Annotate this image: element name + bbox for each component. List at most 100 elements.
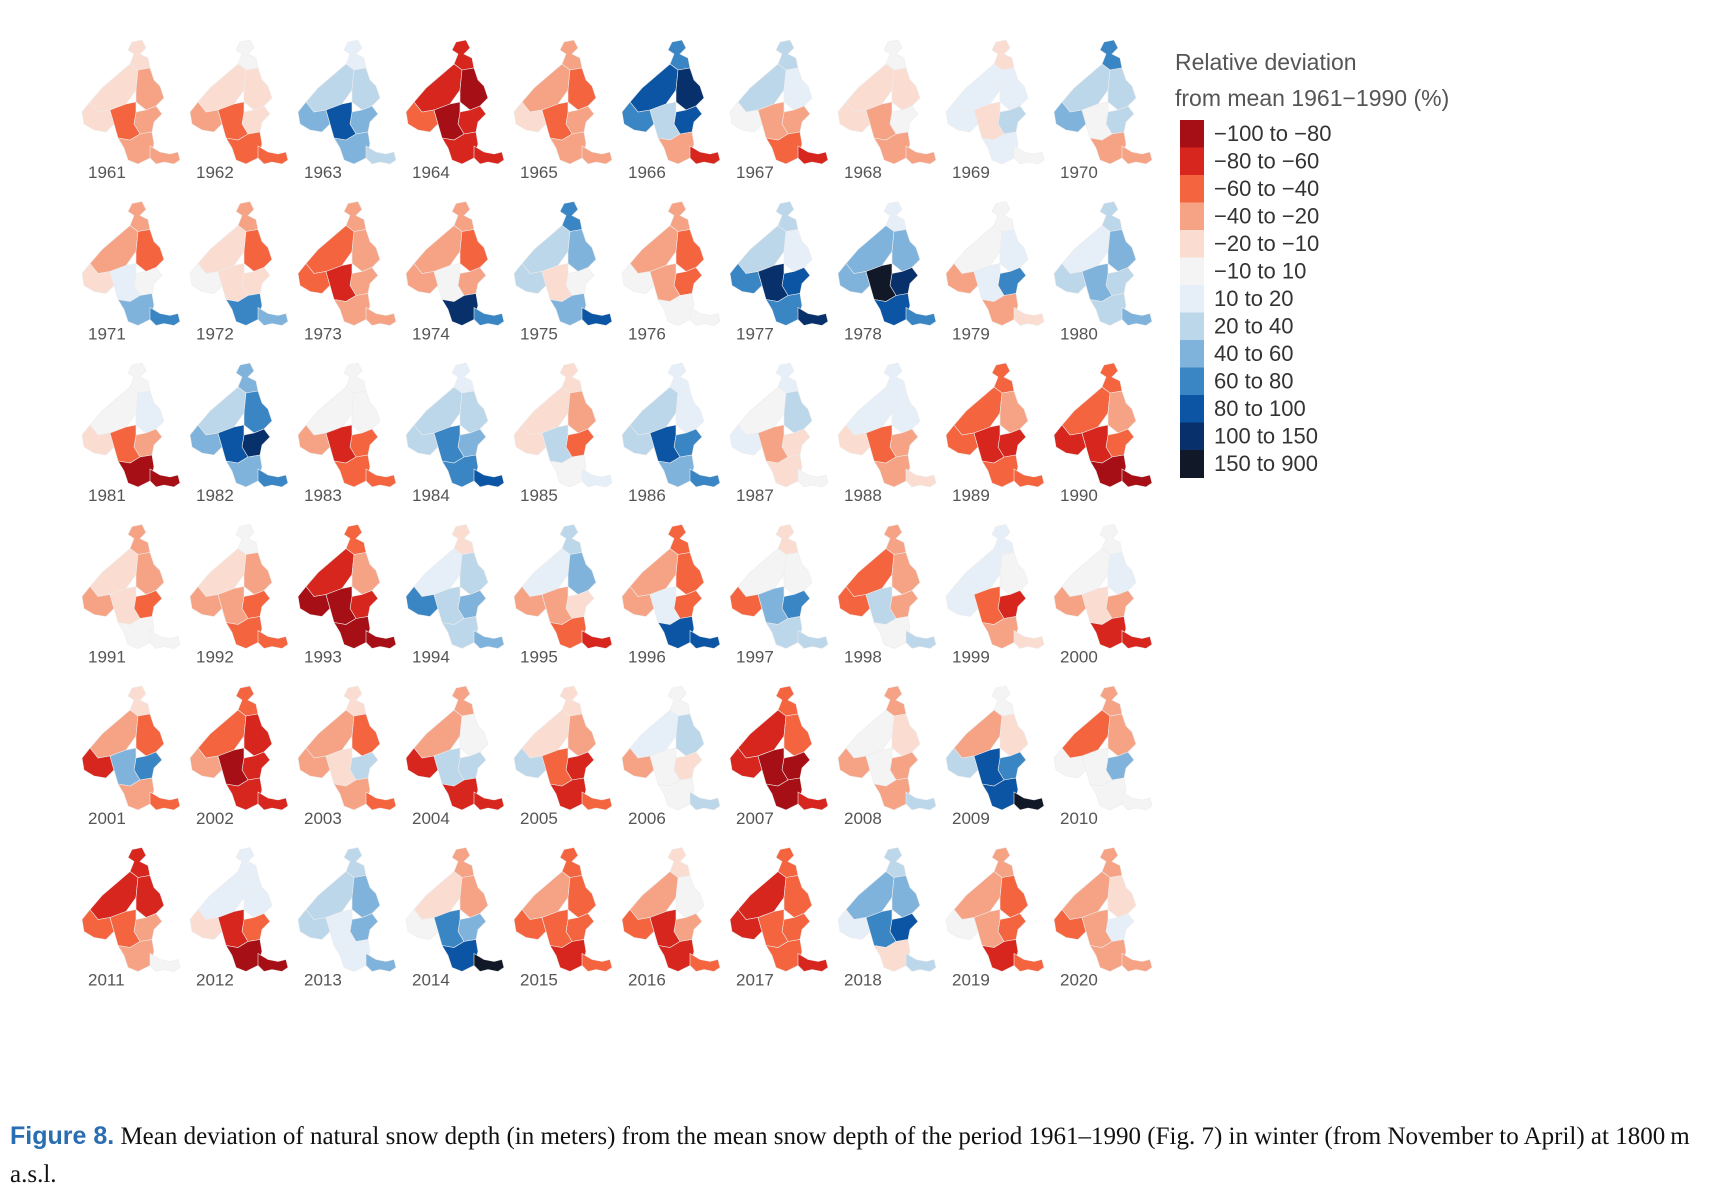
map-region-center bbox=[757, 263, 789, 302]
map-region-center bbox=[973, 909, 1005, 948]
legend-swatch bbox=[1180, 257, 1204, 286]
map-region-tail bbox=[257, 145, 289, 165]
year-label: 1998 bbox=[844, 648, 882, 667]
map-region-upper-right bbox=[675, 713, 705, 757]
map-1983: 1983 bbox=[297, 362, 397, 505]
map-region-middle-right bbox=[997, 428, 1027, 458]
legend-swatch bbox=[1180, 202, 1204, 231]
year-label: 1995 bbox=[520, 648, 558, 667]
map-region-center bbox=[1081, 424, 1113, 464]
year-label: 1968 bbox=[844, 163, 882, 182]
year-label: 1983 bbox=[304, 486, 342, 505]
map-region-tail bbox=[689, 468, 721, 488]
map-region-middle-right bbox=[781, 913, 811, 942]
map-region-center bbox=[217, 101, 249, 141]
map-1961: 1961 bbox=[81, 40, 181, 182]
map-region-upper-right bbox=[567, 713, 597, 757]
map-region-tail bbox=[797, 145, 829, 165]
year-label: 1997 bbox=[736, 648, 774, 667]
year-label: 1982 bbox=[196, 486, 234, 505]
legend-items: −100 to −80 −80 to −60−60 to −40 −40 to −2… bbox=[1180, 120, 1331, 478]
map-1984: 1984 bbox=[405, 362, 505, 505]
map-region-center bbox=[1081, 101, 1113, 141]
map-region-upper-right bbox=[459, 713, 489, 757]
map-region-tail bbox=[1121, 468, 1153, 488]
map-region-tail bbox=[149, 145, 181, 165]
map-region-center bbox=[433, 263, 465, 302]
map-region-upper-right bbox=[675, 229, 705, 272]
map-region-middle-left bbox=[189, 101, 223, 133]
map-region-center bbox=[865, 909, 897, 948]
map-region-middle-left bbox=[729, 586, 763, 617]
map-region-center bbox=[865, 263, 897, 302]
map-region-center bbox=[649, 586, 681, 625]
year-label: 1962 bbox=[196, 163, 234, 182]
map-region-middle-right bbox=[997, 751, 1027, 781]
map-region-upper-right bbox=[783, 229, 813, 272]
map-region-middle-right bbox=[1105, 751, 1135, 781]
map-region-tail bbox=[905, 952, 937, 972]
map-region-middle-right bbox=[781, 105, 811, 135]
map-region-middle-right bbox=[349, 913, 379, 942]
map-region-center bbox=[649, 424, 681, 464]
map-2006: 2006 bbox=[621, 685, 721, 828]
map-region-upper-right bbox=[459, 875, 489, 918]
map-region-middle-left bbox=[837, 747, 871, 779]
map-region-tail bbox=[689, 952, 721, 972]
map-region-center bbox=[757, 909, 789, 948]
map-region-tail bbox=[797, 468, 829, 488]
map-2007: 2007 bbox=[729, 685, 829, 828]
map-region-middle-left bbox=[405, 101, 439, 133]
map-grid: 1961 1962 1963 1964 1965 1966 1967 1968 1969 1970… bbox=[81, 40, 1449, 990]
map-region-tail bbox=[905, 145, 937, 165]
map-region-middle-right bbox=[997, 590, 1027, 619]
map-region-tail bbox=[581, 145, 613, 165]
map-region-middle-right bbox=[133, 428, 163, 458]
map-region-middle-right bbox=[673, 267, 703, 296]
map-1963: 1963 bbox=[297, 40, 397, 182]
year-label: 2009 bbox=[952, 809, 990, 828]
map-1990: 1990 bbox=[1053, 362, 1153, 505]
map-region-upper-right bbox=[783, 67, 813, 111]
map-region-tail bbox=[365, 145, 397, 165]
map-region-middle-right bbox=[565, 913, 595, 942]
map-region-upper-right bbox=[783, 552, 813, 595]
year-label: 1999 bbox=[952, 648, 990, 667]
map-region-upper-right bbox=[1107, 875, 1137, 918]
map-region-middle-left bbox=[81, 424, 115, 456]
legend-label: −20 to −10 bbox=[1214, 231, 1319, 256]
map-region-center bbox=[865, 747, 897, 787]
map-2002: 2002 bbox=[189, 685, 289, 828]
map-region-upper-right bbox=[999, 713, 1029, 757]
map-region-tail bbox=[905, 629, 937, 649]
map-1997: 1997 bbox=[729, 524, 829, 667]
map-region-middle-left bbox=[621, 909, 655, 940]
map-region-middle-left bbox=[945, 747, 979, 779]
map-region-middle-right bbox=[1105, 428, 1135, 458]
map-region-middle-left bbox=[1053, 263, 1087, 294]
map-region-middle-left bbox=[81, 747, 115, 779]
map-region-upper-right bbox=[459, 552, 489, 595]
map-region-center bbox=[973, 586, 1005, 625]
legend-swatch bbox=[1180, 422, 1204, 451]
map-region-tail bbox=[473, 791, 505, 811]
map-region-tail bbox=[905, 306, 937, 326]
year-label: 1978 bbox=[844, 325, 882, 344]
map-region-center bbox=[433, 424, 465, 464]
map-region-middle-left bbox=[729, 909, 763, 940]
map-region-center bbox=[325, 263, 357, 302]
map-region-middle-left bbox=[297, 909, 331, 940]
map-region-upper-right bbox=[675, 67, 705, 111]
map-region-tail bbox=[1121, 791, 1153, 811]
map-region-center bbox=[541, 747, 573, 787]
map-region-upper-right bbox=[351, 390, 381, 434]
map-region-upper-right bbox=[675, 552, 705, 595]
map-region-middle-left bbox=[729, 101, 763, 133]
map-region-middle-left bbox=[189, 424, 223, 456]
map-region-tail bbox=[257, 629, 289, 649]
map-region-center bbox=[433, 101, 465, 141]
map-region-middle-left bbox=[837, 424, 871, 456]
map-region-upper-right bbox=[459, 67, 489, 111]
map-region-upper-right bbox=[135, 390, 165, 434]
map-region-upper-right bbox=[891, 875, 921, 918]
